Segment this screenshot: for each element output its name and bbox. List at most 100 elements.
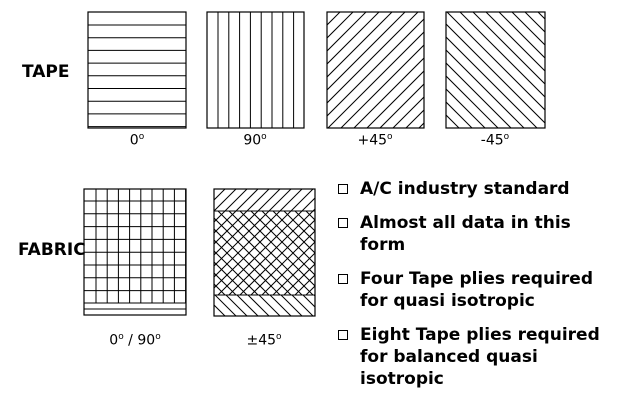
bullet-item: Almost all data in this form — [336, 212, 620, 256]
hatch-line — [214, 283, 226, 295]
hatch-line — [214, 211, 226, 223]
hatch-line — [392, 96, 424, 128]
hatch-line — [446, 23, 545, 124]
hatch-line — [551, 12, 620, 128]
bullet-item: Four Tape plies required for quasi isotr… — [336, 268, 620, 312]
tape-plus-45-deg-sample — [326, 11, 620, 129]
tape-minus-45-deg-sample — [445, 11, 620, 129]
hatch-line — [247, 295, 270, 316]
hatch-line — [327, 12, 419, 104]
hatch-line — [294, 274, 315, 295]
tape-0-caption: 0o — [129, 132, 145, 149]
hatch-line — [214, 211, 215, 212]
hatch-line — [214, 295, 237, 316]
hatch-line — [214, 189, 226, 201]
hatch-line — [536, 12, 620, 128]
checkbox-bullet-icon — [338, 218, 348, 228]
sample-frame — [445, 11, 546, 129]
hatch-line — [459, 12, 545, 98]
tape-90-caption: 90o — [243, 132, 267, 149]
hatch-line — [214, 250, 259, 295]
hatch-line — [214, 294, 215, 295]
hatch-line — [446, 75, 499, 128]
hatch-line — [214, 228, 281, 295]
hatch-line — [224, 189, 248, 211]
hatch-line — [498, 12, 545, 59]
hatch-line — [268, 189, 292, 211]
hatch-line — [291, 295, 314, 316]
hatch-line — [446, 12, 545, 111]
hatch-line — [217, 211, 303, 295]
hatch-line — [235, 189, 259, 211]
hatch-line — [236, 295, 259, 316]
hatch-line — [250, 211, 315, 276]
hatch-line — [214, 217, 292, 295]
hatch-line — [258, 295, 281, 316]
hatch-line — [214, 315, 215, 316]
hatch-line — [564, 12, 620, 128]
hatch-line — [327, 31, 424, 128]
fabric-plus-minus-45-deg-sample — [213, 188, 316, 317]
hatch-line — [510, 12, 620, 128]
hatch-line — [294, 211, 315, 232]
tape-plus-45-caption: +45o — [357, 132, 393, 149]
tape-row-label: TAPE — [22, 62, 70, 82]
hatch-line — [327, 12, 393, 78]
hatch-line — [577, 12, 620, 128]
bullet-item: A/C industry standard — [336, 178, 620, 200]
hatch-line — [366, 70, 424, 128]
hatch-line — [214, 239, 270, 295]
hatch-line — [272, 211, 315, 254]
hatch-line — [603, 12, 620, 128]
hatch-line — [301, 197, 315, 211]
hatch-line — [340, 44, 424, 128]
hatch-line — [313, 295, 315, 297]
hatch-line — [524, 12, 545, 33]
sample-frame — [213, 188, 316, 317]
hatch-line — [257, 189, 281, 211]
hatch-line — [246, 189, 270, 211]
hatch-line — [290, 189, 314, 211]
hatch-line — [261, 211, 315, 265]
tape-minus-45-caption: -45o — [480, 132, 510, 149]
hatch-line — [327, 12, 341, 26]
hatch-line — [616, 12, 620, 128]
hatch-line — [283, 211, 315, 243]
hatch-line — [214, 211, 248, 245]
hatch-line — [523, 12, 620, 128]
hatch-line — [214, 272, 237, 295]
hatch-line — [537, 12, 545, 20]
hatch-line — [280, 295, 303, 316]
hatch-line — [446, 101, 473, 128]
sample-frame — [87, 11, 187, 129]
hatch-line — [239, 211, 315, 287]
hatch-line — [472, 12, 545, 85]
hatch-line — [214, 261, 248, 295]
hatch-line — [497, 12, 613, 128]
fabric-row-label: FABRIC — [18, 240, 86, 260]
hatch-line — [228, 211, 314, 295]
fabric-0-90-deg-sample — [83, 188, 187, 316]
sample-frame — [83, 188, 187, 316]
hatch-line — [327, 12, 354, 39]
fabric-plus-minus-45-caption: ±45o — [246, 332, 282, 349]
hatch-line — [446, 36, 538, 128]
hatch-line — [225, 295, 248, 316]
hatch-line — [269, 295, 292, 316]
hatch-line — [302, 295, 315, 308]
hatch-line — [446, 88, 486, 128]
hatch-line — [446, 62, 512, 128]
hatch-line — [312, 208, 315, 211]
checkbox-bullet-icon — [338, 274, 348, 284]
hatch-line — [327, 12, 367, 52]
checkbox-bullet-icon — [338, 184, 348, 194]
hatch-line — [379, 83, 424, 128]
hatch-line — [327, 18, 424, 117]
hatch-line — [214, 211, 237, 234]
sample-frame — [206, 11, 305, 129]
hatch-line — [214, 189, 237, 211]
fabric-0-90-caption: 0o / 90o — [109, 332, 161, 349]
bullet-item: Eight Tape plies required for balanced q… — [336, 324, 620, 390]
hatch-line — [214, 189, 215, 190]
hatch-line — [283, 263, 315, 295]
